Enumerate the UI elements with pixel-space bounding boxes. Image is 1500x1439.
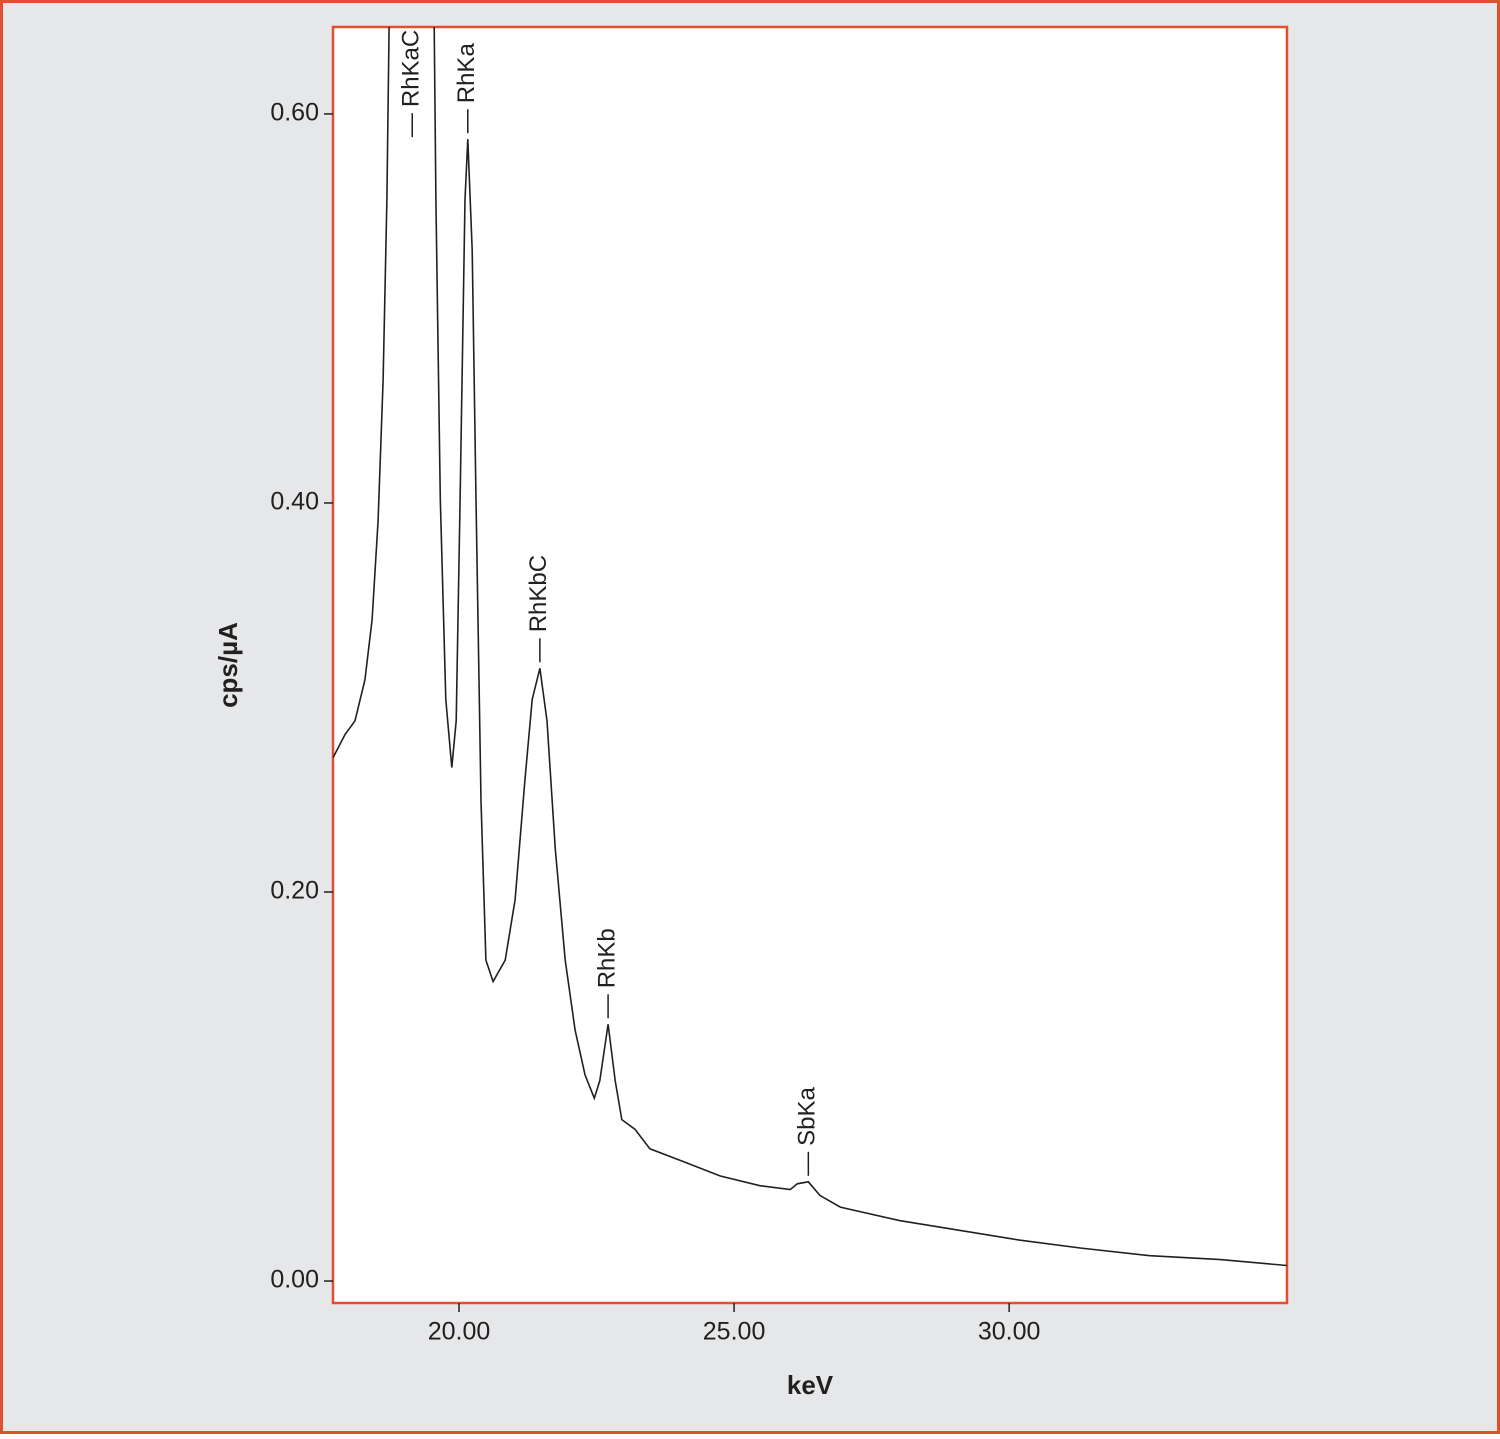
annotation-label: RhKb [593, 928, 620, 988]
x-tick-label: 25.00 [703, 1318, 766, 1346]
x-tick-label: 30.00 [978, 1318, 1041, 1346]
annotation-label: RhKaC [398, 30, 425, 107]
x-axis-label: keV [787, 1370, 834, 1400]
annotation-label: SbKa [794, 1086, 821, 1145]
plot-clip [333, 27, 1287, 1267]
spectrum-line [333, 27, 1287, 1267]
y-tick-label: 0.00 [270, 1266, 319, 1294]
y-tick-label: 0.40 [270, 488, 319, 516]
annotation-label: RhKbC [525, 555, 552, 632]
y-tick-label: 0.60 [270, 99, 319, 127]
plot-area [331, 25, 1289, 1305]
x-tick-label: 20.00 [428, 1318, 491, 1346]
y-tick-label: 0.20 [270, 877, 319, 905]
y-axis-label: cps/µA [213, 622, 243, 708]
annotation-label: RhKa [453, 43, 480, 104]
